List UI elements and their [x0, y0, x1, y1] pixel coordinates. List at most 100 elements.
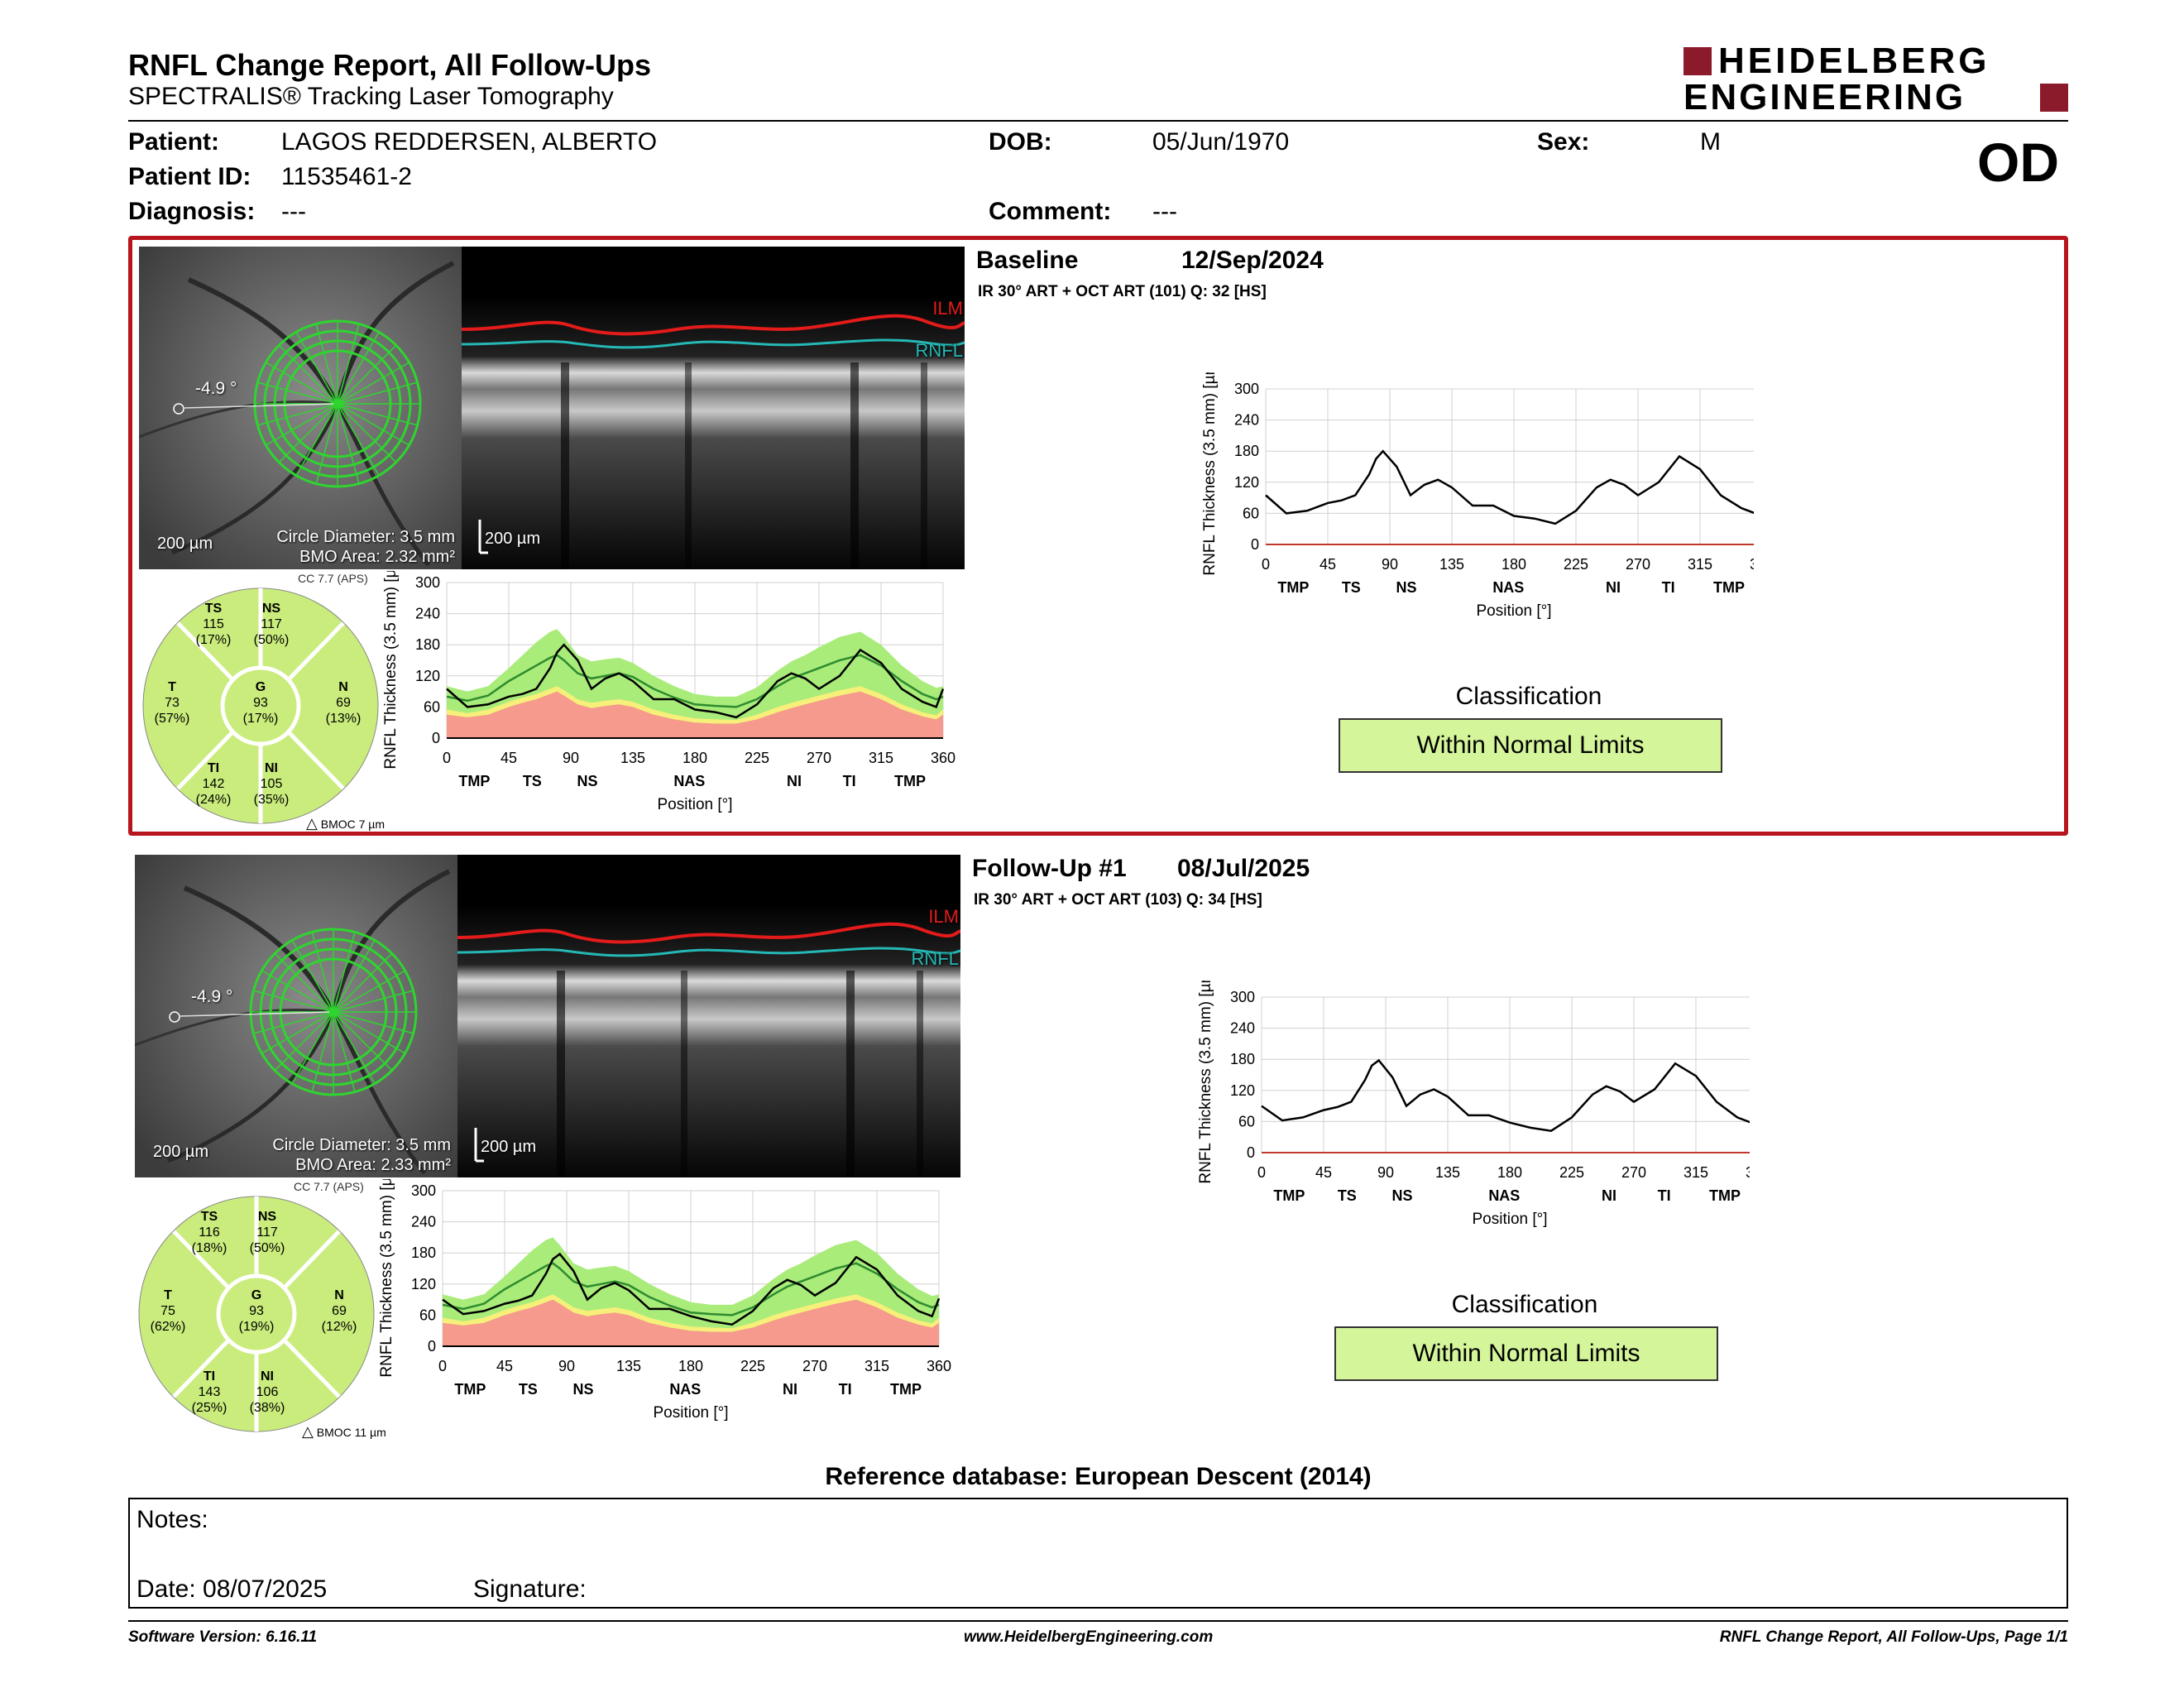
bmoc-label: △ BMOC 11 µm	[302, 1423, 386, 1441]
oct-scale-label: 200 µm	[485, 530, 541, 548]
sector-diagram	[138, 1196, 375, 1432]
delta-icon: △	[306, 815, 318, 832]
sector-name: NS	[257, 1210, 277, 1224]
scan-radial-line	[337, 403, 410, 446]
sector-axis-label: TMP	[1709, 1187, 1741, 1204]
sector-ni: NI 106 (38%)	[234, 1369, 300, 1416]
oct-bscan: ILM RNFL 200 µm	[457, 855, 960, 1177]
fundus-image: -4.9 ° 200 µm Circle Diameter: 3.5 mm BM…	[135, 855, 457, 1177]
x-tick-label: 315	[869, 750, 893, 766]
circle-diameter-label: Circle Diameter: 3.5 mm	[276, 528, 455, 546]
website-link[interactable]: www.HeidelbergEngineering.com	[964, 1628, 1214, 1646]
y-tick-label: 240	[411, 1214, 436, 1230]
y-tick-label: 120	[1234, 474, 1259, 491]
sector-pct: (35%)	[253, 793, 290, 807]
sector-ti: TI 142 (24%)	[180, 760, 247, 808]
scan-radial-line	[333, 1011, 414, 1034]
y-tick-label: 0	[1247, 1144, 1255, 1161]
bmoc-value: BMOC 11 µm	[316, 1426, 386, 1439]
x-tick-label: 180	[678, 1358, 703, 1374]
sector-value: 105	[260, 777, 283, 791]
normal-mean-line	[446, 654, 944, 708]
x-tick-label: 225	[740, 1358, 765, 1374]
sector-axis-label: NAS	[669, 1381, 701, 1398]
sector-ts: TS 116 (18%)	[176, 1209, 242, 1256]
notes-label: Notes:	[136, 1506, 208, 1533]
sector-ni: NI 105 (35%)	[238, 760, 304, 808]
sector-name: T	[164, 1288, 172, 1302]
sector-t: T 75 (62%)	[135, 1288, 201, 1335]
x-tick-label: 0	[438, 1358, 447, 1374]
normal-mean-line	[442, 1262, 940, 1316]
bmo-area-label: BMO Area: 2.32 mm²	[299, 548, 455, 566]
diagnosis-value: ---	[281, 198, 306, 225]
x-tick-label: 315	[1688, 556, 1712, 573]
delta-icon: △	[302, 1423, 314, 1440]
x-tick-label: 90	[1382, 556, 1398, 573]
x-tick-label: 180	[1502, 556, 1526, 573]
ilm-label: ILM	[928, 906, 959, 927]
logo-red-square-right	[2040, 84, 2068, 112]
scan-radial-line	[278, 403, 338, 463]
x-tick-label: 270	[807, 750, 831, 766]
y-tick-label: 120	[415, 668, 440, 684]
x-tick-label: 45	[496, 1358, 513, 1374]
sector-value: 75	[160, 1304, 175, 1318]
rnfl-thickness-chart: 0 60 120 180 240 300 0 45 90 135 180 225 270 315 360 TM…	[1201, 372, 1754, 620]
sector-axis-label: NS	[1396, 579, 1416, 596]
sector-value: 116	[199, 1225, 220, 1240]
rnfl-profile-chart: 0 60 120 180 240 300 0 45 90 135 180 225 270 315 360 TM…	[382, 571, 956, 813]
scan-radial-line	[311, 1011, 334, 1092]
y-tick-label: 240	[1230, 1020, 1255, 1037]
sector-pct: (17%)	[242, 712, 279, 726]
scan-radial-line	[253, 1011, 334, 1034]
x-axis-title: Position [°]	[653, 1404, 728, 1422]
x-tick-label: 360	[931, 750, 956, 766]
sector-g: G 93 (19%)	[223, 1288, 290, 1335]
y-tick-label: 180	[411, 1244, 436, 1261]
sector-g: G 93 (17%)	[228, 679, 294, 727]
x-tick-label: 90	[558, 1358, 575, 1374]
x-axis-title: Position [°]	[1472, 1211, 1547, 1228]
acquisition-info: IR 30° ART + OCT ART (101) Q: 32 [HS]	[978, 283, 1267, 300]
x-tick-label: 270	[802, 1358, 827, 1374]
scan-radial-line	[291, 1011, 334, 1084]
scan-radial-line	[311, 932, 334, 1013]
sector-pct: (50%)	[253, 633, 290, 647]
page-info: RNFL Change Report, All Follow-Ups, Page…	[1719, 1628, 2068, 1646]
x-tick-label: 180	[1497, 1164, 1522, 1181]
y-tick-label: 300	[1230, 989, 1255, 1005]
scan-radial-line	[261, 1011, 334, 1054]
sector-value: 93	[253, 696, 268, 710]
sector-axis-label: NI	[787, 773, 802, 789]
x-axis-title: Position [°]	[1476, 602, 1551, 620]
sector-axis-label: TMP	[894, 773, 926, 789]
x-tick-label: 135	[620, 750, 645, 766]
exam-date: 12/Sep/2024	[1181, 247, 1324, 274]
thickness-line	[1265, 449, 1754, 525]
sector-name: NI	[261, 1369, 274, 1383]
notes-box[interactable]: Notes: Date: 08/07/2025 Signature:	[128, 1498, 2068, 1609]
sector-value: 117	[261, 617, 282, 631]
sector-value: 69	[332, 1304, 347, 1318]
y-tick-label: 300	[415, 574, 440, 591]
sector-axis-label: TMP	[1273, 1187, 1305, 1204]
sector-ns: NS 117 (50%)	[234, 1209, 300, 1256]
x-tick-label: 135	[616, 1358, 641, 1374]
classification-result: Within Normal Limits	[1334, 1326, 1718, 1381]
sector-pct: (19%)	[238, 1320, 275, 1334]
patient-id-label: Patient ID:	[128, 163, 251, 190]
oct-scale-label: 200 µm	[481, 1138, 537, 1156]
angle-label: -4.9 °	[191, 987, 233, 1006]
scan-radial-line	[333, 970, 405, 1013]
y-tick-label: 180	[1230, 1051, 1255, 1067]
scan-radial-line	[333, 1011, 393, 1072]
rnfl-thickness-chart: 0 60 120 180 240 300 0 45 90 135 180 225 270 315 360 TM…	[1197, 981, 1750, 1228]
sector-pct: (25%)	[191, 1401, 228, 1415]
fundus-graphic	[139, 247, 462, 569]
reference-database: Reference database: European Descent (20…	[825, 1463, 1372, 1490]
report-title: RNFL Change Report, All Follow-Ups	[128, 48, 651, 82]
y-tick-label: 60	[424, 698, 440, 715]
sector-value: 142	[202, 777, 225, 791]
sector-name: TI	[203, 1369, 216, 1383]
